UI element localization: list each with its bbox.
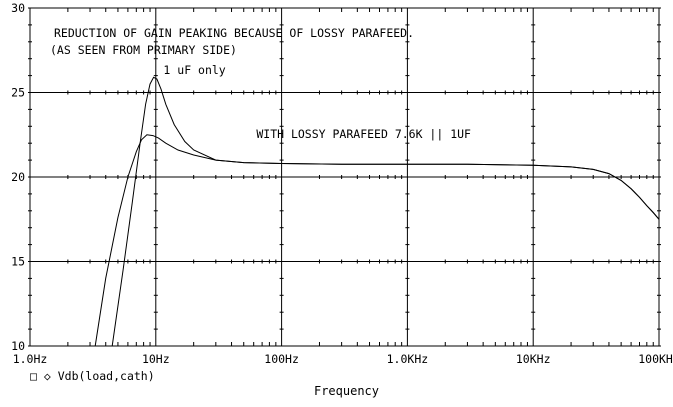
grid: [28, 7, 661, 347]
annotations: REDUCTION OF GAIN PEAKING BECAUSE OF LOS…: [50, 26, 471, 141]
x-tick-label: 1.0KHz: [387, 352, 429, 366]
chart-title-line-2: (AS SEEN FROM PRIMARY SIDE): [50, 43, 237, 57]
legend-label: Vdb(load,cath): [57, 369, 155, 383]
annotation-lossy-parafeed: WITH LOSSY PARAFEED 7.6K || 1UF: [256, 127, 471, 141]
y-tick-label: 20: [11, 170, 25, 184]
x-tick-label: 10Hz: [142, 352, 170, 366]
series-lines: [94, 76, 660, 347]
x-tick-label: 10KHz: [516, 352, 551, 366]
legend-markers: □ ◇: [30, 369, 51, 383]
x-tick-label: 100KHz: [638, 352, 673, 366]
y-tick-label: 30: [11, 1, 25, 15]
y-tick-labels: 10 15 20 25 30: [11, 1, 25, 353]
y-tick-label: 10: [11, 339, 25, 353]
series-line-1: [94, 134, 660, 347]
y-tick-label: 25: [11, 86, 25, 100]
x-axis-label: Frequency: [313, 384, 380, 398]
x-tick-labels: 1.0Hz 10Hz 100Hz 1.0KHz 10KHz 100KHz: [13, 352, 673, 366]
legend: □ ◇ Vdb(load,cath): [30, 369, 155, 383]
x-tick-label: 1.0Hz: [13, 352, 48, 366]
series-line-2: [111, 76, 660, 347]
annotation-1uf-only: 1 uF only: [163, 63, 225, 77]
chart-title-line-1: REDUCTION OF GAIN PEAKING BECAUSE OF LOS…: [54, 26, 414, 40]
y-tick-label: 15: [11, 255, 25, 269]
x-tick-label: 100Hz: [264, 352, 299, 366]
